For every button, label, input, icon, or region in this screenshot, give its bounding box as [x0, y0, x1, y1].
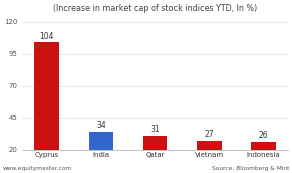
Text: 27: 27 — [204, 130, 214, 139]
Text: www.equitymaster.com: www.equitymaster.com — [3, 166, 72, 171]
Bar — [34, 42, 59, 173]
Title: (Increase in market cap of stock indices YTD, In %): (Increase in market cap of stock indices… — [53, 4, 257, 13]
Text: 34: 34 — [96, 121, 106, 130]
Bar — [197, 141, 222, 173]
Text: 26: 26 — [259, 131, 268, 140]
Text: Source: Bloomberg & Mint: Source: Bloomberg & Mint — [212, 166, 289, 171]
Bar — [143, 136, 167, 173]
Bar — [251, 142, 276, 173]
Text: 104: 104 — [39, 32, 54, 41]
Bar — [89, 132, 113, 173]
Text: 31: 31 — [150, 125, 160, 134]
